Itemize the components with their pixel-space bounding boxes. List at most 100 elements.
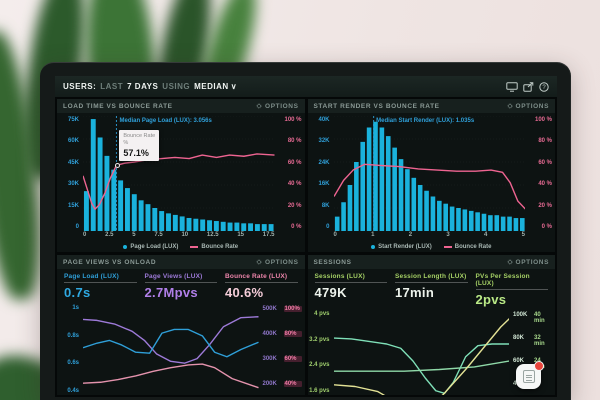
dashboard-screen: USERS: LAST 7 DAYS USING MEDIAN ∨ ? xyxy=(55,76,557,397)
y-axis-right: 100 % 80 % 60 % 40 % 20 % 0 % xyxy=(525,116,555,231)
metric-value: 2pvs xyxy=(475,292,507,307)
users-filter-dropdown[interactable]: USERS: LAST 7 DAYS USING MEDIAN xyxy=(63,82,229,91)
gear-icon xyxy=(256,103,262,109)
axis-label: 0 xyxy=(83,232,87,238)
axis-label: 16K xyxy=(318,181,330,188)
title-segment: 7 DAYS xyxy=(127,82,159,91)
axis-label: 32 min xyxy=(534,335,545,347)
metric-value: 40.6% xyxy=(225,285,264,300)
axis-label: 80% xyxy=(283,331,302,337)
panel-page-views: PAGE VIEWS VS ONLOAD OPTIONS Page Load (… xyxy=(57,255,305,395)
metric-value: 479K xyxy=(314,285,347,300)
panel-header: START RENDER VS BOUNCE RATE OPTIONS xyxy=(307,99,555,113)
axis-label: 1s xyxy=(72,305,79,311)
axis-label: 17.5 xyxy=(262,232,275,238)
axis-label: 60K xyxy=(513,358,525,364)
axis-label: 200K xyxy=(262,381,277,387)
panel-title: START RENDER VS BOUNCE RATE xyxy=(313,102,440,110)
metric-row: Page Load (LUX) 0.7s Page Views (LUX) 2.7Mp… xyxy=(57,269,305,301)
bounce-rate-tooltip: Bounce Rate % 57.1% xyxy=(119,129,160,161)
gear-icon xyxy=(256,259,262,265)
sessions-chart[interactable] xyxy=(334,310,510,395)
svg-text:?: ? xyxy=(542,85,546,91)
options-button[interactable]: OPTIONS xyxy=(256,103,298,110)
axis-label: 2 xyxy=(408,232,413,238)
chart-area: 75K 60K 45K 30K 15K 0 Median Page Load (LUX):… xyxy=(57,113,305,231)
axis-label: 40 % xyxy=(538,181,552,188)
start-render-chart[interactable]: Median Start Render (LUX): 1.035s xyxy=(334,116,526,231)
axis-label: 8K xyxy=(321,202,330,209)
axis-label: 0 % xyxy=(541,223,552,230)
options-label: OPTIONS xyxy=(515,102,549,110)
tooltip-value: 57.1% xyxy=(123,147,149,158)
legend-label: Bounce Rate xyxy=(201,243,239,250)
chat-widget-button[interactable] xyxy=(516,361,544,389)
axis-label: 0.4s xyxy=(67,387,79,394)
axis-label: 80 % xyxy=(538,138,552,145)
options-button[interactable]: OPTIONS xyxy=(507,259,549,266)
metric-page-load-lux: Page Load (LUX) 0.7s xyxy=(64,273,137,301)
panel-header: SESSIONS OPTIONS xyxy=(307,255,555,269)
axis-label: 7.5 xyxy=(154,232,163,238)
axis-label: 12.5 xyxy=(206,232,219,238)
axis-label: 4 pvs xyxy=(314,311,330,317)
axis-label: 4 xyxy=(484,232,488,238)
axis-label: 100 % xyxy=(534,117,552,123)
page-views-chart[interactable] xyxy=(83,304,259,395)
axis-label: 45K xyxy=(67,159,79,166)
axis-label: 500K xyxy=(262,306,277,312)
axis-label: 2.5 xyxy=(105,232,114,238)
axis-label: 15K xyxy=(67,202,79,209)
axis-label: 60K xyxy=(67,138,79,145)
metric-bounce-rate-lux: Bounce Rate (LUX) 40.6% xyxy=(225,273,298,301)
topbar-icons: ? xyxy=(506,81,549,92)
x-axis: 0 1 2 3 4 5 xyxy=(334,232,526,241)
metric-page-views-lux: Page Views (LUX) 2.7Mpvs xyxy=(144,273,217,301)
sessions-lines xyxy=(334,310,510,395)
axis-label: 24K xyxy=(318,159,330,166)
metric-value: 17min xyxy=(395,285,435,300)
help-icon[interactable]: ? xyxy=(539,81,549,92)
axis-label: 60 % xyxy=(538,159,552,166)
page-views-lines xyxy=(83,304,259,395)
panel-header: LOAD TIME VS BOUNCE RATE OPTIONS xyxy=(57,99,305,113)
y-axis-left: 1s 0.8s 0.6s 0.4s xyxy=(57,304,83,395)
axis-label: 15 xyxy=(237,232,245,238)
legend-line-icon xyxy=(443,245,452,248)
hover-point-marker xyxy=(114,163,120,169)
legend-item: Bounce Rate xyxy=(190,244,238,250)
axis-label: 10 xyxy=(181,232,189,238)
axis-label: 400K xyxy=(262,331,277,337)
axis-label: 100 % xyxy=(284,117,302,123)
metric-session-length-lux: Session Length (LUX) 17min xyxy=(395,273,468,307)
axis-label: 5 xyxy=(521,232,525,238)
legend-dot-icon xyxy=(371,244,376,249)
axis-label: 0 % xyxy=(291,223,302,230)
axis-label: 300K xyxy=(262,356,277,362)
display-icon[interactable] xyxy=(506,81,518,92)
start-render-histogram xyxy=(334,116,526,231)
axis-label: 40 min xyxy=(534,312,545,324)
load-time-chart[interactable]: Median Page Load (LUX): 3.056s Bounce Ra… xyxy=(83,116,275,231)
metric-row: Sessions (LUX) 479K Session Length (LUX) 17… xyxy=(308,269,556,307)
options-label: OPTIONS xyxy=(265,258,299,266)
median-annotation: Median Start Render (LUX): 1.035s xyxy=(376,118,475,124)
metric-label: Sessions (LUX) xyxy=(314,273,387,283)
options-label: OPTIONS xyxy=(515,258,549,266)
axis-pair: 500K 100% xyxy=(263,306,302,312)
options-button[interactable]: OPTIONS xyxy=(256,259,298,266)
title-segment: USING xyxy=(162,82,191,91)
axis-label: 1.6 pvs xyxy=(309,387,330,394)
chevron-down-icon[interactable]: ∨ xyxy=(230,82,237,91)
options-button[interactable]: OPTIONS xyxy=(507,103,549,110)
panel-title: PAGE VIEWS VS ONLOAD xyxy=(63,258,157,266)
share-icon[interactable] xyxy=(523,81,534,92)
y-axis-right: 100 % 80 % 60 % 40 % 20 % 0 % xyxy=(275,116,305,231)
y-axis-left: 75K 60K 45K 30K 15K 0 xyxy=(57,116,83,231)
axis-label: 100% xyxy=(283,306,302,312)
axis-pair: 400K 80% xyxy=(263,331,302,337)
axis-label: 2.4 pvs xyxy=(309,362,330,369)
axis-label: 30K xyxy=(67,181,79,188)
axis-pair: 100K 40 min xyxy=(513,312,552,324)
